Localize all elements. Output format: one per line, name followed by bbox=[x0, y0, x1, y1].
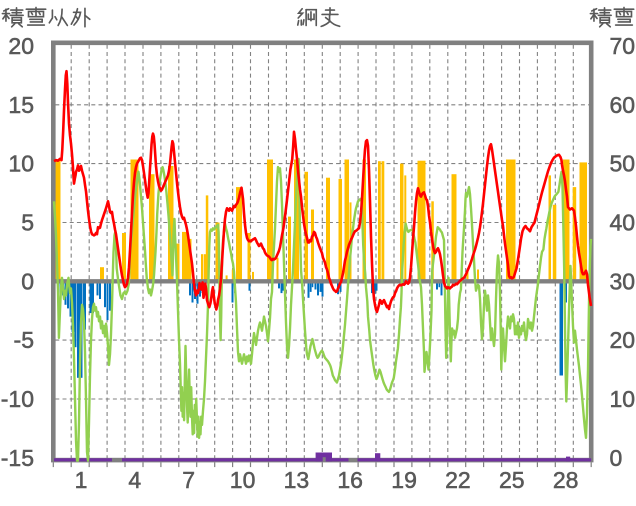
svg-text:4: 4 bbox=[128, 467, 141, 493]
svg-text:50: 50 bbox=[610, 151, 636, 177]
svg-text:25: 25 bbox=[499, 467, 525, 493]
svg-text:0: 0 bbox=[610, 445, 623, 471]
svg-text:0: 0 bbox=[21, 268, 34, 294]
svg-text:10: 10 bbox=[230, 467, 256, 493]
svg-text:30: 30 bbox=[610, 268, 636, 294]
svg-text:15: 15 bbox=[8, 92, 34, 118]
svg-text:10: 10 bbox=[610, 386, 636, 412]
svg-text:22: 22 bbox=[445, 467, 471, 493]
svg-text:7: 7 bbox=[182, 467, 195, 493]
svg-text:-15: -15 bbox=[1, 445, 34, 471]
svg-text:16: 16 bbox=[337, 467, 363, 493]
svg-text:70: 70 bbox=[610, 33, 636, 59]
svg-text:20: 20 bbox=[610, 327, 636, 353]
svg-text:-10: -10 bbox=[1, 386, 34, 412]
svg-text:40: 40 bbox=[610, 210, 636, 236]
svg-text:1: 1 bbox=[75, 467, 88, 493]
svg-text:10: 10 bbox=[8, 151, 34, 177]
svg-text:-5: -5 bbox=[14, 327, 34, 353]
svg-text:28: 28 bbox=[553, 467, 579, 493]
svg-text:20: 20 bbox=[8, 33, 34, 59]
svg-text:60: 60 bbox=[610, 92, 636, 118]
svg-text:13: 13 bbox=[284, 467, 310, 493]
svg-text:19: 19 bbox=[391, 467, 417, 493]
svg-text:5: 5 bbox=[21, 210, 34, 236]
